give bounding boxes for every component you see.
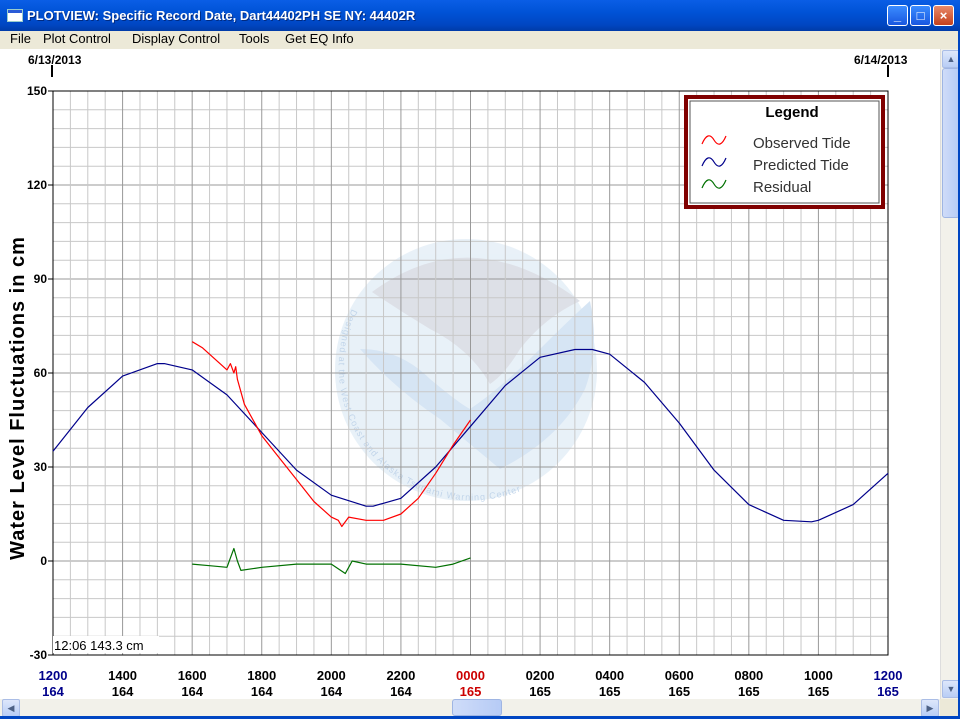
tide-chart[interactable]: Designed at the West Coast and Alaska Ts… <box>0 49 940 699</box>
horizontal-scrollbar[interactable]: ◀ ▶ <box>0 699 940 717</box>
x-tick-day-label: 165 <box>460 684 482 699</box>
plot-area[interactable]: Designed at the West Coast and Alaska Ts… <box>0 49 940 699</box>
observed-tide-line <box>191 341 471 528</box>
maximize-button[interactable]: □ <box>910 5 931 26</box>
window-title: PLOTVIEW: Specific Record Date, Dart4440… <box>27 8 416 23</box>
window-frame-right <box>958 31 960 719</box>
scrollbar-corner <box>940 699 960 719</box>
title-bar[interactable]: PLOTVIEW: Specific Record Date, Dart4440… <box>0 0 960 31</box>
y-tick-label: -30 <box>30 648 48 662</box>
y-tick-label: 30 <box>34 460 48 474</box>
scroll-right-icon[interactable]: ▶ <box>921 699 939 717</box>
x-tick-hour-label: 0400 <box>595 668 624 683</box>
x-tick-day-label: 165 <box>877 684 899 699</box>
x-tick-day-label: 164 <box>320 684 342 699</box>
x-tick-hour-label: 2200 <box>386 668 415 683</box>
x-tick-hour-label: 0600 <box>665 668 694 683</box>
menu-display-control[interactable]: Display Control <box>132 31 221 46</box>
x-tick-hour-label: 1200 <box>874 668 903 683</box>
x-tick-day-label: 165 <box>738 684 760 699</box>
cursor-readout: 12:06 143.3 cm <box>54 638 144 653</box>
x-tick-day-label: 165 <box>668 684 690 699</box>
window-frame-bottom <box>0 716 960 719</box>
x-tick-hour-label: 1800 <box>247 668 276 683</box>
predicted-tide-line <box>52 348 889 523</box>
x-tick-day-label: 164 <box>42 684 64 699</box>
y-tick-label: 60 <box>34 366 48 380</box>
close-button[interactable]: × <box>933 5 954 26</box>
horizontal-scroll-thumb[interactable] <box>452 699 502 716</box>
start-date-label: 6/13/2013 <box>28 53 82 67</box>
x-tick-hour-label: 1600 <box>178 668 207 683</box>
readout-bg <box>53 636 159 653</box>
y-tick-label: 90 <box>34 272 48 286</box>
legend-predicted-swatch <box>701 157 727 167</box>
x-tick-hour-label: 1200 <box>39 668 68 683</box>
menu-bar: File Plot Control Display Control Tools … <box>0 31 960 49</box>
y-tick-label: 0 <box>40 554 47 568</box>
vertical-scrollbar[interactable]: ▲ ▼ <box>940 49 960 699</box>
x-tick-hour-label: 0800 <box>734 668 763 683</box>
menu-file[interactable]: File <box>10 31 31 46</box>
minimize-button[interactable]: _ <box>887 5 908 26</box>
x-tick-day-label: 164 <box>112 684 134 699</box>
app-icon <box>7 9 23 22</box>
y-tick-label: 120 <box>27 178 47 192</box>
y-tick-label: 150 <box>27 84 47 98</box>
x-tick-hour-label: 0000 <box>456 668 485 683</box>
legend-predicted-label: Predicted Tide <box>753 157 849 174</box>
x-tick-day-label: 164 <box>390 684 412 699</box>
menu-get-eq-info[interactable]: Get EQ Info <box>285 31 354 46</box>
menu-tools[interactable]: Tools <box>239 31 270 46</box>
x-tick-hour-label: 1000 <box>804 668 833 683</box>
x-tick-day-label: 165 <box>529 684 551 699</box>
x-tick-day-label: 165 <box>599 684 621 699</box>
menu-plot-control[interactable]: Plot Control <box>43 31 111 46</box>
x-tick-hour-label: 0200 <box>526 668 555 683</box>
y-axis-title: Water Level Fluctuations in cm <box>7 236 29 560</box>
legend-residual-swatch <box>701 179 727 189</box>
legend-observed-label: Observed Tide <box>753 135 851 152</box>
x-tick-day-label: 164 <box>181 684 203 699</box>
x-tick-hour-label: 2000 <box>317 668 346 683</box>
legend-residual-label: Residual <box>753 179 811 196</box>
x-tick-hour-label: 1400 <box>108 668 137 683</box>
legend-observed-swatch <box>701 135 727 145</box>
end-date-label: 6/14/2013 <box>854 53 908 67</box>
legend[interactable]: Legend Observed Tide Predicted Tide Resi… <box>684 95 885 209</box>
residual-line <box>192 547 471 575</box>
legend-title: Legend <box>765 104 818 121</box>
x-tick-day-label: 164 <box>251 684 273 699</box>
scroll-left-icon[interactable]: ◀ <box>2 699 20 717</box>
x-tick-day-label: 165 <box>808 684 830 699</box>
